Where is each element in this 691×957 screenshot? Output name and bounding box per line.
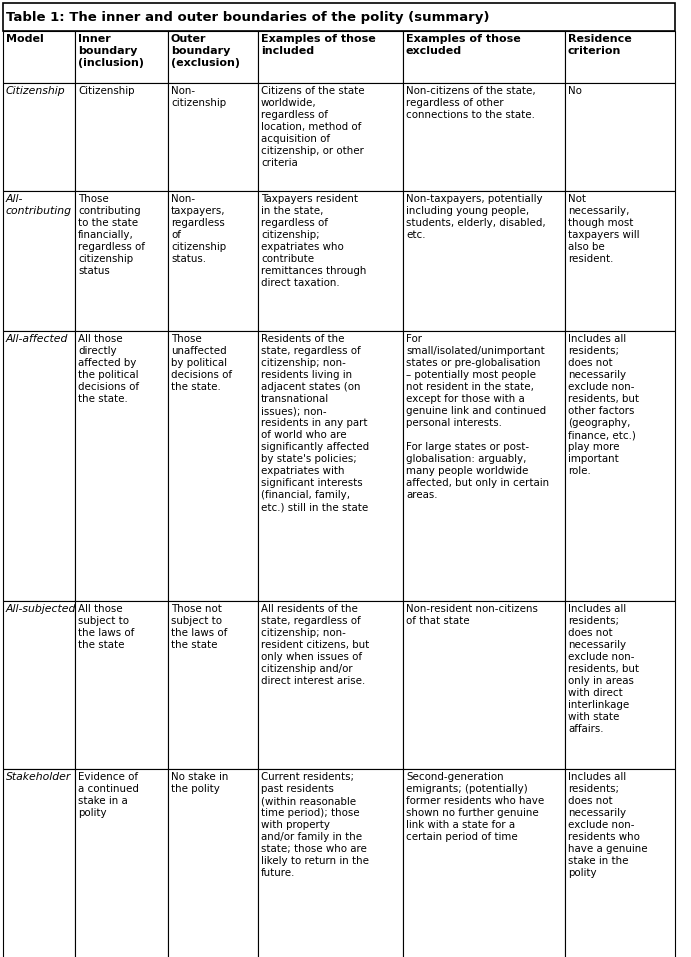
Bar [3,83,75,191]
Text: Citizens of the state
worldwide,
regardless of
location, method of
acquisition o: Citizens of the state worldwide, regardl… [261,86,365,168]
Text: Examples of those
excluded: Examples of those excluded [406,34,521,56]
Bar [3,3,675,31]
Bar [403,601,565,769]
Bar [75,191,168,331]
Bar [565,331,675,601]
Text: Evidence of
a continued
stake in a
polity: Evidence of a continued stake in a polit… [78,772,139,818]
Bar [258,191,403,331]
Text: Residents of the
state, regardless of
citizenship; non-
residents living in
adja: Residents of the state, regardless of ci… [261,334,369,512]
Bar [75,601,168,769]
Bar [258,31,403,83]
Bar [403,769,565,957]
Bar [565,83,675,191]
Text: Current residents;
past residents
(within reasonable
time period); those
with pr: Current residents; past residents (withi… [261,772,369,878]
Text: Those not
subject to
the laws of
the state: Those not subject to the laws of the sta… [171,604,227,650]
Bar [168,83,258,191]
Text: Taxpayers resident
in the state,
regardless of
citizenship;
expatriates who
cont: Taxpayers resident in the state, regardl… [261,194,366,288]
Text: Not
necessarily,
though most
taxpayers will
also be
resident.: Not necessarily, though most taxpayers w… [568,194,639,264]
Bar [3,31,75,83]
Text: All-
contributing: All- contributing [6,194,72,216]
Text: For
small/isolated/unimportant
states or pre-globalisation
– potentially most pe: For small/isolated/unimportant states or… [406,334,549,500]
Bar [3,601,75,769]
Text: Citizenship: Citizenship [6,86,66,96]
Bar [168,31,258,83]
Text: Residence
criterion: Residence criterion [568,34,632,56]
Text: Includes all
residents;
does not
necessarily
exclude non-
residents who
have a g: Includes all residents; does not necessa… [568,772,647,878]
Text: All-subjected: All-subjected [6,604,77,614]
Text: All-affected: All-affected [6,334,68,344]
Text: Non-taxpayers, potentially
including young people,
students, elderly, disabled,
: Non-taxpayers, potentially including you… [406,194,546,240]
Bar [168,331,258,601]
Bar [258,331,403,601]
Text: Second-generation
emigrants; (potentially)
former residents who have
shown no fu: Second-generation emigrants; (potentiall… [406,772,545,842]
Text: All those
subject to
the laws of
the state: All those subject to the laws of the sta… [78,604,134,650]
Bar [258,83,403,191]
Text: Citizenship: Citizenship [78,86,135,96]
Bar [403,331,565,601]
Bar [75,31,168,83]
Bar [168,769,258,957]
Bar [3,769,75,957]
Bar [403,83,565,191]
Bar [258,769,403,957]
Text: Model: Model [6,34,44,44]
Bar [75,83,168,191]
Text: Those
contributing
to the state
financially,
regardless of
citizenship
status: Those contributing to the state financia… [78,194,145,276]
Text: Non-
citizenship: Non- citizenship [171,86,226,108]
Text: Those
unaffected
by political
decisions of
the state.: Those unaffected by political decisions … [171,334,232,392]
Bar [3,191,75,331]
Bar [168,601,258,769]
Text: Non-citizens of the state,
regardless of other
connections to the state.: Non-citizens of the state, regardless of… [406,86,536,120]
Bar [565,191,675,331]
Bar [3,331,75,601]
Text: Non-resident non-citizens
of that state: Non-resident non-citizens of that state [406,604,538,626]
Bar [565,769,675,957]
Bar [565,601,675,769]
Text: Includes all
residents;
does not
necessarily
exclude non-
residents, but
only in: Includes all residents; does not necessa… [568,604,639,734]
Bar [168,191,258,331]
Bar [565,31,675,83]
Text: No stake in
the polity: No stake in the polity [171,772,228,794]
Text: Includes all
residents;
does not
necessarily
exclude non-
residents, but
other f: Includes all residents; does not necessa… [568,334,639,476]
Bar [75,331,168,601]
Text: Examples of those
included: Examples of those included [261,34,376,56]
Bar [403,31,565,83]
Text: Outer
boundary
(exclusion): Outer boundary (exclusion) [171,34,240,68]
Text: Inner
boundary
(inclusion): Inner boundary (inclusion) [78,34,144,68]
Bar [403,191,565,331]
Text: Non-
taxpayers,
regardless
of
citizenship
status.: Non- taxpayers, regardless of citizenshi… [171,194,226,264]
Bar [258,601,403,769]
Text: All those
directly
affected by
the political
decisions of
the state.: All those directly affected by the polit… [78,334,139,404]
Bar [75,769,168,957]
Text: Table 1: The inner and outer boundaries of the polity (summary): Table 1: The inner and outer boundaries … [6,11,489,24]
Text: No: No [568,86,582,96]
Text: All residents of the
state, regardless of
citizenship; non-
resident citizens, b: All residents of the state, regardless o… [261,604,369,686]
Text: Stakeholder: Stakeholder [6,772,71,782]
